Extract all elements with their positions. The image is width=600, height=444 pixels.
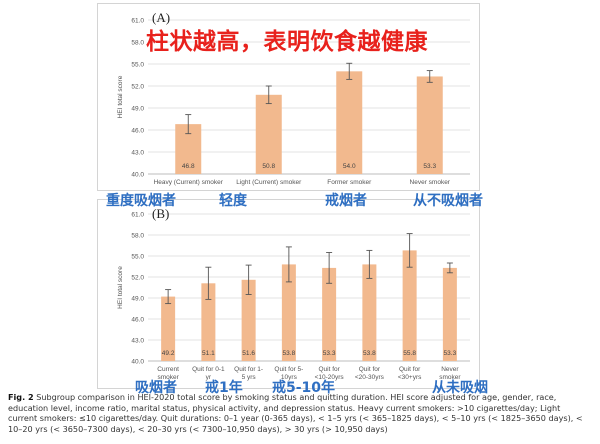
chart-b-ytick-label: 61.0	[131, 212, 144, 219]
chart-a-data-label: 50.8	[262, 163, 275, 170]
chart-b-ytick-label: 40.0	[131, 359, 144, 366]
chart-b-category-label: <30+yrs	[398, 374, 422, 381]
chart-b-category-label: Quit for 1-	[234, 366, 263, 373]
chart-b-bar	[201, 283, 216, 361]
overlay-title: 柱状越高，表明饮食越健康	[146, 29, 428, 55]
chart-a-category-label: Former smoker	[327, 179, 372, 186]
chart-b-data-label: 53.3	[323, 350, 336, 357]
chart-a-ytick-label: 55.0	[131, 62, 144, 69]
chart-b-category-label: Never	[441, 366, 459, 373]
caption-label: Fig. 2	[8, 392, 34, 402]
chart-b-ytick-label: 52.0	[131, 275, 144, 282]
annotation-never-smoker: 从不吸烟者	[413, 193, 483, 209]
caption-text: Subgroup comparison in HEI-2020 total sc…	[8, 392, 583, 434]
chart-b-data-label: 51.1	[202, 350, 215, 357]
chart-panel-b: 40.0 43.0 46.0 49.0 52.0 55.0 58.0 61.0 HEI tota…	[97, 199, 480, 389]
annotation-b-quit-5-10: 戒5-10年	[272, 380, 336, 396]
chart-b-category-label: smoker	[439, 374, 461, 381]
annotation-b-quit-1yr: 戒1年	[205, 380, 243, 396]
chart-a-ytick-label: 52.0	[131, 84, 144, 91]
chart-a-category-label: Heavy (Current) smoker	[154, 179, 224, 186]
chart-a-data-label: 54.0	[343, 163, 356, 170]
chart-a-category-label: Never smoker	[410, 179, 451, 186]
chart-b-category-label: Current	[157, 366, 179, 373]
chart-a-ytick-label: 49.0	[131, 106, 144, 113]
chart-b-data-label: 53.8	[363, 350, 376, 357]
chart-a-bar	[336, 71, 363, 174]
chart-b-data-label: 55.8	[403, 350, 416, 357]
chart-panel-a: 40.0 43.0 46.0 49.0 52.0 55.0 58.0 61.0 HEI tota…	[97, 3, 480, 191]
chart-a-category-label: Light (Current) smoker	[236, 179, 302, 186]
chart-a-data-label: 53.3	[423, 163, 436, 170]
chart-b-category-label: Quit for 0-1	[192, 366, 225, 373]
chart-b-ytick-label: 55.0	[131, 254, 144, 261]
chart-a-ytick-label: 43.0	[131, 150, 144, 157]
chart-b-bar	[362, 264, 377, 361]
chart-b-category-label: yr	[206, 374, 212, 381]
chart-b-category-label: <10-20yrs	[315, 374, 345, 381]
chart-a-bar	[255, 94, 282, 174]
chart-a-bar	[416, 76, 443, 174]
chart-b-ytick-label: 49.0	[131, 296, 144, 303]
figure-caption: Fig. 2 Subgroup comparison in HEI-2020 t…	[8, 392, 592, 434]
annotation-light: 轻度	[219, 193, 247, 209]
chart-b-bar	[281, 264, 296, 361]
annotation-b-never: 从未吸烟	[432, 380, 488, 396]
chart-b-ytick-label: 43.0	[131, 338, 144, 345]
chart-b-category-label: 5 yrs	[242, 374, 257, 381]
chart-b-bar	[161, 296, 176, 361]
chart-b-bar	[402, 250, 417, 361]
chart-b-ylabel: HEI total score	[117, 266, 124, 309]
chart-b-category-label: Quit for	[318, 366, 340, 373]
chart-b-data-label: 53.3	[444, 350, 457, 357]
annotation-heavy-smoker: 重度吸烟者	[106, 193, 176, 209]
chart-b-category-label: Quit for	[359, 366, 381, 373]
chart-b-data-label: 51.6	[242, 350, 255, 357]
chart-b-category-label: 10yrs	[281, 374, 298, 381]
chart-b-data-label: 53.8	[283, 350, 296, 357]
chart-a-ytick-label: 61.0	[131, 18, 144, 25]
chart-a-ylabel: HEI total score	[117, 75, 124, 118]
annotation-b-smoker: 吸烟者	[135, 380, 177, 396]
panel-label-a: (A)	[152, 10, 171, 25]
chart-b-svg: 40.0 43.0 46.0 49.0 52.0 55.0 58.0 61.0 HEI tota…	[117, 212, 470, 381]
chart-b-ytick-label: 46.0	[131, 317, 144, 324]
chart-b-data-label: 49.2	[162, 350, 175, 357]
chart-b-category-label: Quit for 5-	[274, 366, 303, 373]
chart-a-ytick-label: 46.0	[131, 128, 144, 135]
annotation-former-smoker: 戒烟者	[325, 193, 367, 209]
panel-label-b: (B)	[152, 206, 170, 221]
chart-a-ytick-label: 40.0	[131, 172, 144, 179]
chart-b-bar	[442, 267, 457, 361]
chart-b-ytick-label: 58.0	[131, 233, 144, 240]
chart-b-bar	[241, 279, 256, 361]
chart-a-svg: 40.0 43.0 46.0 49.0 52.0 55.0 58.0 61.0 HEI tota…	[117, 18, 470, 186]
chart-b-bar	[322, 267, 337, 361]
chart-a-data-label: 46.8	[182, 163, 195, 170]
chart-b-category-label: Quit for	[399, 366, 421, 373]
chart-a-ytick-label: 58.0	[131, 40, 144, 47]
chart-b-category-label: smoker	[157, 374, 179, 381]
chart-b-category-label: <20-30yrs	[355, 374, 385, 381]
